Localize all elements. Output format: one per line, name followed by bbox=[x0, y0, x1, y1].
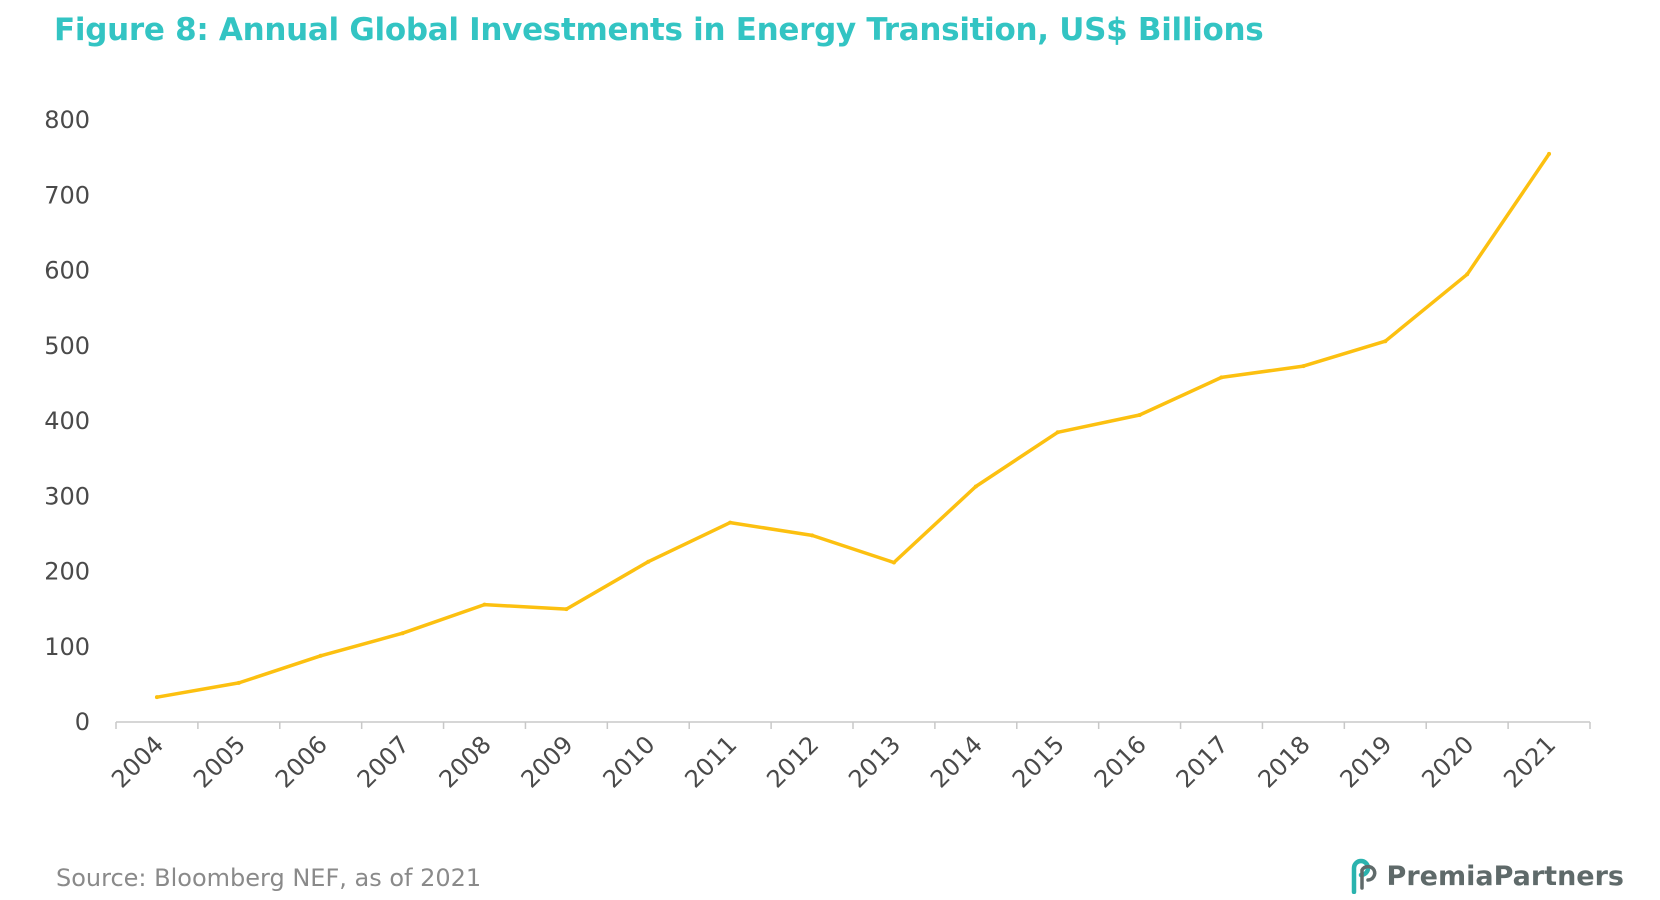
brand-logo: PremiaPartners bbox=[1345, 858, 1624, 894]
x-tick-label: 2009 bbox=[516, 730, 579, 793]
x-tick-label: 2020 bbox=[1416, 730, 1479, 793]
y-tick-label: 300 bbox=[44, 482, 90, 510]
data-point bbox=[400, 631, 405, 636]
x-tick-label: 2018 bbox=[1253, 730, 1316, 793]
x-tick-label: 2004 bbox=[106, 730, 169, 793]
y-tick-label: 200 bbox=[44, 558, 90, 586]
y-tick-label: 400 bbox=[44, 407, 90, 435]
x-tick-label: 2005 bbox=[188, 730, 251, 793]
data-point bbox=[1383, 339, 1388, 344]
x-tick-label: 2010 bbox=[598, 730, 661, 793]
brand-name: PremiaPartners bbox=[1386, 860, 1624, 892]
x-tick-label: 2008 bbox=[434, 730, 497, 793]
y-tick-label: 100 bbox=[44, 633, 90, 661]
y-tick-label: 0 bbox=[75, 708, 90, 736]
x-axis-tick-labels: 2004 2005 2006 2007 2008 2009 2010 2011 2012 2013… bbox=[106, 730, 1561, 793]
x-tick-label: 2013 bbox=[843, 730, 906, 793]
x-tick-label: 2021 bbox=[1498, 730, 1561, 793]
y-tick-label: 600 bbox=[44, 257, 90, 285]
data-point bbox=[1547, 151, 1552, 156]
x-tick-label: 2017 bbox=[1171, 730, 1234, 793]
series-points bbox=[154, 151, 1552, 700]
x-tick-label: 2015 bbox=[1007, 730, 1070, 793]
data-point bbox=[891, 560, 896, 565]
data-point bbox=[728, 520, 733, 525]
y-axis-tick-labels: 0 100 200 300 400 500 600 700 800 bbox=[44, 106, 90, 736]
x-tick-label: 2019 bbox=[1335, 730, 1398, 793]
series-line-investments bbox=[155, 152, 1551, 699]
data-point bbox=[973, 484, 978, 489]
data-point bbox=[482, 602, 487, 607]
x-tick-label: 2007 bbox=[352, 730, 415, 793]
x-tick-label: 2011 bbox=[679, 730, 742, 793]
source-note: Source: Bloomberg NEF, as of 2021 bbox=[56, 864, 482, 892]
y-tick-label: 700 bbox=[44, 181, 90, 209]
x-tick-label: 2006 bbox=[270, 730, 333, 793]
y-tick-label: 500 bbox=[44, 332, 90, 360]
x-tick-label: 2014 bbox=[925, 730, 988, 793]
data-point bbox=[1137, 412, 1142, 417]
data-point bbox=[1219, 375, 1224, 380]
y-tick-label: 800 bbox=[44, 106, 90, 134]
data-point bbox=[154, 695, 159, 700]
data-point bbox=[318, 653, 323, 658]
data-point bbox=[1465, 272, 1470, 277]
premia-partners-logo-icon bbox=[1351, 858, 1376, 894]
data-point bbox=[810, 533, 815, 538]
x-axis-tick-marks bbox=[115, 722, 1591, 729]
data-point bbox=[564, 607, 569, 612]
x-tick-label: 2012 bbox=[761, 730, 824, 793]
data-point bbox=[1055, 430, 1060, 435]
data-point bbox=[236, 680, 241, 685]
x-tick-label: 2016 bbox=[1089, 730, 1152, 793]
data-point bbox=[646, 559, 651, 564]
data-point bbox=[1301, 364, 1306, 369]
chart-title: Figure 8: Annual Global Investments in E… bbox=[54, 12, 1264, 48]
